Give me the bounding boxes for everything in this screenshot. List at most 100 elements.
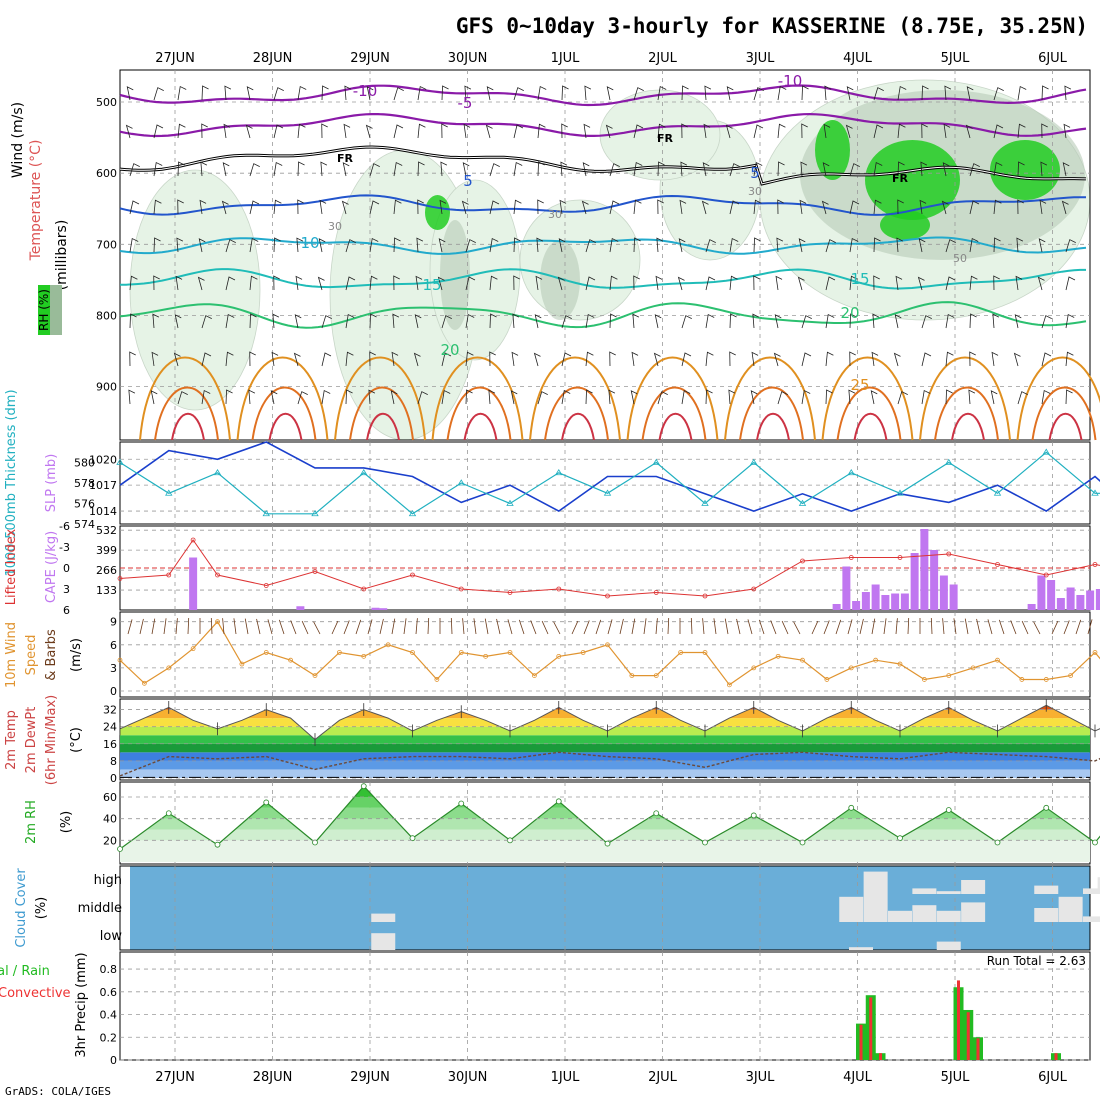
wind-barb xyxy=(222,162,230,177)
wind-barb xyxy=(513,237,521,253)
li-point xyxy=(946,551,952,557)
contour-label: 25 xyxy=(850,376,869,394)
rh-tick-label: 60 xyxy=(103,791,117,804)
isotherm-35 xyxy=(171,412,205,441)
wind-barb xyxy=(849,237,859,253)
wind-barb xyxy=(320,161,328,177)
wind-barb xyxy=(1062,162,1070,177)
slp-frame xyxy=(119,441,1091,525)
cloud-bar-high xyxy=(1034,885,1059,894)
top-date-label: 5JUL xyxy=(941,51,971,66)
wind-barb xyxy=(369,313,377,329)
wind-barb xyxy=(800,161,808,177)
wind-speed-point xyxy=(190,646,196,652)
thickness-point xyxy=(213,468,222,476)
wind-barb xyxy=(201,352,212,367)
isotherm-35 xyxy=(561,412,595,441)
wind-speed-point xyxy=(288,657,294,663)
wind-barb xyxy=(343,123,351,139)
wind-barb xyxy=(753,199,762,215)
cloud-bar-middle xyxy=(371,913,396,922)
rh-point xyxy=(263,799,270,806)
rh-point xyxy=(214,841,221,848)
ylabel-speed: Speed xyxy=(24,635,39,676)
contour-label: 50 xyxy=(953,252,967,265)
slp-series xyxy=(119,441,1100,513)
wind-tick-label: 6 xyxy=(110,639,117,652)
top-date-label: 29JUN xyxy=(350,51,390,66)
thickness-point xyxy=(1042,448,1050,455)
thickness-point xyxy=(506,499,514,506)
li-point xyxy=(190,537,196,543)
wind-barb xyxy=(489,351,496,367)
isotherm-30 xyxy=(349,386,414,441)
wind-barb xyxy=(991,351,999,367)
wind-barb xyxy=(369,163,380,177)
wind-barb xyxy=(1040,161,1048,177)
wind-barb xyxy=(729,200,740,215)
wind-barb xyxy=(201,123,208,139)
wind-barb xyxy=(128,389,136,405)
ylabel-cloud-cover: Cloud Cover xyxy=(14,868,29,948)
wind-barb xyxy=(1039,199,1047,215)
wind-barb xyxy=(249,351,256,367)
wind-barb xyxy=(606,86,614,101)
wind-barb xyxy=(249,313,257,329)
rh-point xyxy=(360,783,367,790)
wind-barb xyxy=(775,275,783,291)
contour-label: 5 xyxy=(750,164,760,182)
isotherm-30 xyxy=(544,386,609,441)
wind-barb xyxy=(654,314,662,329)
wind-barb xyxy=(365,124,373,139)
ylabel-total-rain: tal / Rain xyxy=(0,964,50,979)
li-point xyxy=(263,583,269,588)
wind-barb xyxy=(921,389,931,405)
wind-barb xyxy=(704,85,712,101)
wind-barb xyxy=(393,124,404,139)
wind-barb xyxy=(417,161,425,177)
wind-barb xyxy=(489,200,500,215)
credit-label: GrADS: COLA/IGES xyxy=(5,1085,111,1098)
isotherm-35 xyxy=(658,412,693,441)
wind-barb xyxy=(752,313,760,329)
thickness-point xyxy=(457,479,465,486)
wind-barb xyxy=(437,276,445,291)
bottom-date-labels: 27JUN 28JUN 29JUN 30JUN 1JUL 2JUL 3JUL 4JUL 5JUL… xyxy=(155,1070,1067,1085)
ylabel-2m-dewpt: 2m DewPt xyxy=(24,707,39,774)
precip-tick-label: 0.8 xyxy=(100,963,118,976)
thickness-point xyxy=(701,499,709,506)
wind-speed-point xyxy=(239,661,245,667)
rh-band xyxy=(120,807,1090,819)
wind-barb xyxy=(798,238,806,253)
wind-barb xyxy=(221,200,229,215)
isotherm-25 xyxy=(236,356,329,441)
wind-barb xyxy=(753,161,763,177)
wind-barb xyxy=(464,85,472,101)
wind-barb xyxy=(416,237,424,253)
thickness-point xyxy=(652,458,660,465)
wind-barb xyxy=(993,275,1000,291)
isotherm-25 xyxy=(529,356,621,441)
wind-barb-10m xyxy=(187,618,190,635)
cloud-bar-middle xyxy=(1097,919,1100,922)
wind-barb xyxy=(993,161,1003,177)
temp-band xyxy=(120,709,1090,719)
wind-speed-point xyxy=(824,677,830,682)
wind-barb xyxy=(510,390,518,405)
cape-bar xyxy=(930,550,939,610)
li-point xyxy=(848,555,854,560)
wind-barb xyxy=(225,313,235,329)
rh-legend-swatch xyxy=(38,285,50,335)
wind-speed-point xyxy=(312,673,318,678)
wind-speed-point xyxy=(531,673,537,678)
wind-barb-10m xyxy=(427,618,430,635)
wind-barb xyxy=(295,275,303,291)
wind-barb xyxy=(537,161,545,177)
wind-speed-point xyxy=(678,650,684,655)
wind-barb xyxy=(537,199,544,215)
cloud-bar-middle xyxy=(912,905,937,922)
wind-barb xyxy=(632,313,640,329)
wind-barb xyxy=(945,351,954,367)
wind-barb xyxy=(391,351,399,367)
wind-barb-10m xyxy=(643,618,647,635)
